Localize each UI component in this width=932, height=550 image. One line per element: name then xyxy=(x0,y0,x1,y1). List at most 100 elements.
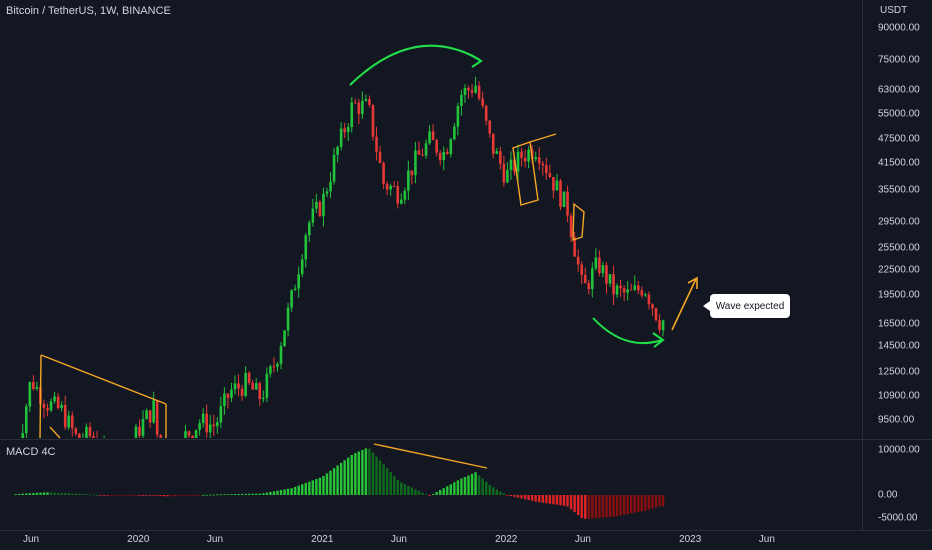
candle-body xyxy=(410,170,414,176)
candle-body xyxy=(569,215,573,238)
candle-body xyxy=(644,294,647,296)
macd-bar xyxy=(619,495,622,516)
candle-body xyxy=(96,438,99,449)
macd-bar xyxy=(258,493,261,495)
candle-body xyxy=(272,366,276,368)
macd-bar xyxy=(262,493,265,495)
macd-bar xyxy=(315,479,318,495)
macd-bar xyxy=(548,495,552,504)
macd-bar xyxy=(580,495,583,519)
macd-bar xyxy=(148,495,152,496)
macd-bar xyxy=(283,489,286,495)
candle-body xyxy=(28,382,32,407)
bear-flag-2 xyxy=(572,202,585,241)
macd-divergence-line xyxy=(373,443,488,469)
candle-body xyxy=(174,500,177,508)
macd-bar xyxy=(117,495,120,496)
candle-body xyxy=(587,283,591,290)
macd-bar xyxy=(516,495,520,498)
time-tick-label: Jun xyxy=(390,534,407,545)
macd-bar xyxy=(446,486,449,495)
candle-body xyxy=(421,154,424,156)
candle-body xyxy=(92,436,95,438)
candle-body xyxy=(442,151,446,161)
candle-body xyxy=(99,449,102,454)
macd-bar xyxy=(138,495,141,496)
macd-bar xyxy=(159,495,162,496)
candle-body xyxy=(251,382,254,390)
candle-body xyxy=(559,180,562,207)
candle-body xyxy=(78,433,81,438)
candle-body xyxy=(598,257,601,274)
candle-body xyxy=(615,285,619,295)
candle-body xyxy=(523,157,527,162)
candle-body xyxy=(385,183,389,190)
macd-bar xyxy=(276,490,279,495)
candle-body xyxy=(311,208,315,223)
candle-body xyxy=(449,139,453,155)
candle-body xyxy=(300,259,304,275)
macd-bar xyxy=(488,484,491,495)
macd-bar xyxy=(615,495,619,517)
macd-bar xyxy=(42,492,46,495)
macd-bar xyxy=(396,480,399,495)
candle-body xyxy=(516,151,520,172)
candle-body xyxy=(85,426,88,438)
macd-bar xyxy=(28,493,32,495)
macd-bar xyxy=(400,482,403,495)
macd-bar xyxy=(389,472,392,495)
candle-body xyxy=(42,404,46,408)
candle-body xyxy=(392,185,396,187)
macd-bar xyxy=(53,492,56,495)
candle-body xyxy=(545,165,548,174)
top-curve-arrow xyxy=(349,44,481,86)
candle-body xyxy=(318,201,322,217)
price-tick-label: 90000.00 xyxy=(878,22,920,34)
macd-bar xyxy=(180,495,184,496)
macd-bar xyxy=(191,495,194,496)
macd-bar xyxy=(39,492,42,495)
candle-body xyxy=(159,434,163,438)
macd-bar xyxy=(297,485,300,495)
candle-body xyxy=(658,320,661,331)
macd-bar xyxy=(127,495,131,496)
trendline-2019-divergence xyxy=(40,354,167,405)
candle-body xyxy=(32,382,35,389)
macd-bar xyxy=(343,460,346,495)
macd-bar xyxy=(428,495,431,496)
macd-bar xyxy=(74,493,78,495)
candle-body xyxy=(67,415,71,428)
candle-body xyxy=(346,126,350,133)
macd-bar xyxy=(513,495,516,497)
candle-body xyxy=(315,201,318,209)
macd-bar xyxy=(32,493,35,495)
macd-bar xyxy=(293,486,297,495)
candle-body xyxy=(184,431,187,438)
macd-bar xyxy=(308,481,311,495)
candle-body xyxy=(537,157,541,164)
macd-bar xyxy=(647,495,651,510)
macd-bar xyxy=(194,495,198,496)
candle-body xyxy=(191,435,194,438)
candle-body xyxy=(445,151,449,155)
candle-body xyxy=(495,151,499,154)
price-tick-label: 9500.00 xyxy=(878,414,915,426)
macd-bar xyxy=(145,495,148,496)
candle-body xyxy=(484,105,488,121)
macd-bar xyxy=(403,484,407,495)
candle-body xyxy=(138,426,141,436)
macd-tick-label: 0.00 xyxy=(878,489,898,501)
macd-bar xyxy=(393,476,396,495)
candle-body xyxy=(467,87,470,91)
price-tick-label: 10900.00 xyxy=(878,390,920,402)
candle-body xyxy=(488,120,492,134)
macd-bar xyxy=(442,488,445,495)
macd-bar xyxy=(545,495,548,504)
candle-body xyxy=(396,186,400,204)
candle-body xyxy=(223,393,226,407)
macd-bar xyxy=(198,495,201,496)
bottom-curve-arrowhead xyxy=(652,332,665,348)
time-tick-label: Jun xyxy=(758,534,775,545)
candle-body xyxy=(552,177,555,191)
